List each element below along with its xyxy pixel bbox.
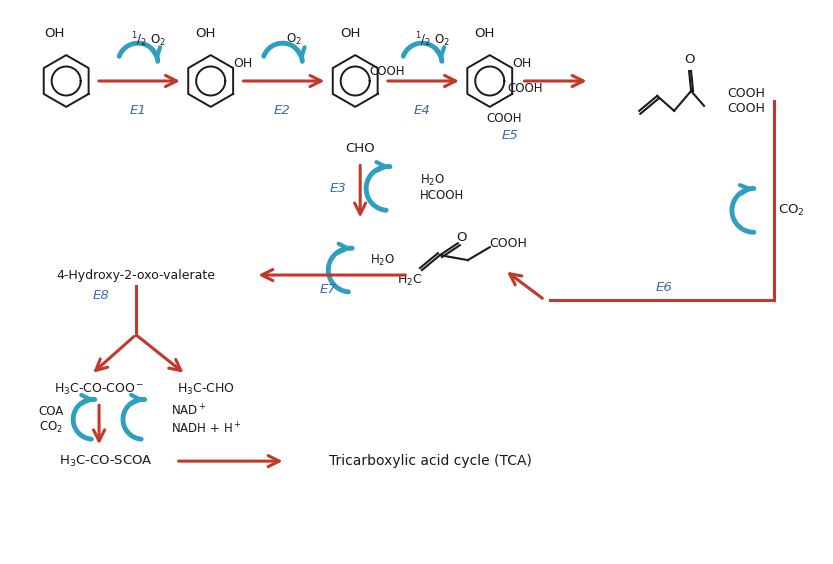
Text: OH: OH	[475, 27, 495, 39]
Text: COOH: COOH	[486, 112, 521, 125]
Text: H$_2$O: H$_2$O	[370, 253, 395, 268]
Text: E5: E5	[501, 129, 518, 142]
Text: $\mathregular{^1/_2}$ O$_2$: $\mathregular{^1/_2}$ O$_2$	[416, 30, 451, 49]
Text: $\mathregular{^1/_2}$ O$_2$: $\mathregular{^1/_2}$ O$_2$	[132, 30, 167, 49]
Text: Tricarboxylic acid cycle (TCA): Tricarboxylic acid cycle (TCA)	[328, 454, 531, 468]
Text: E2: E2	[274, 104, 291, 117]
Text: COOH: COOH	[727, 87, 765, 100]
Text: OH: OH	[44, 27, 64, 39]
Text: E8: E8	[92, 289, 109, 302]
Text: H$_2$C: H$_2$C	[397, 272, 423, 288]
Text: COA: COA	[38, 405, 63, 418]
Text: COOH: COOH	[489, 237, 526, 250]
Text: E1: E1	[130, 104, 147, 117]
Text: E7: E7	[320, 284, 337, 297]
Text: H$_2$O: H$_2$O	[420, 173, 445, 188]
Text: H$_3$C-CO-SCOA: H$_3$C-CO-SCOA	[59, 453, 153, 469]
Text: COOH: COOH	[507, 82, 542, 95]
Text: OH: OH	[233, 56, 252, 69]
Text: NADH + H$^+$: NADH + H$^+$	[171, 422, 242, 437]
Text: OH: OH	[340, 27, 361, 39]
Text: NAD$^+$: NAD$^+$	[171, 404, 207, 419]
Text: H$_3$C-CO-COO$^-$: H$_3$C-CO-COO$^-$	[54, 382, 144, 397]
Text: CO$_2$: CO$_2$	[778, 203, 806, 218]
Text: 4-Hydroxy-2-oxo-valerate: 4-Hydroxy-2-oxo-valerate	[57, 268, 216, 281]
Text: HCOOH: HCOOH	[420, 189, 464, 202]
Text: H$_3$C-CHO: H$_3$C-CHO	[177, 382, 235, 397]
Text: O: O	[684, 52, 695, 65]
Text: O: O	[456, 231, 467, 244]
Text: OH: OH	[196, 27, 216, 39]
Text: COOH: COOH	[727, 102, 765, 116]
Text: E3: E3	[330, 182, 347, 195]
Text: E6: E6	[656, 281, 672, 294]
Text: O$_2$: O$_2$	[286, 32, 302, 47]
Text: OH: OH	[512, 56, 531, 69]
Text: CHO: CHO	[346, 142, 375, 155]
Text: COOH: COOH	[369, 64, 405, 77]
Text: CO$_2$: CO$_2$	[39, 420, 63, 435]
Text: E4: E4	[414, 104, 431, 117]
